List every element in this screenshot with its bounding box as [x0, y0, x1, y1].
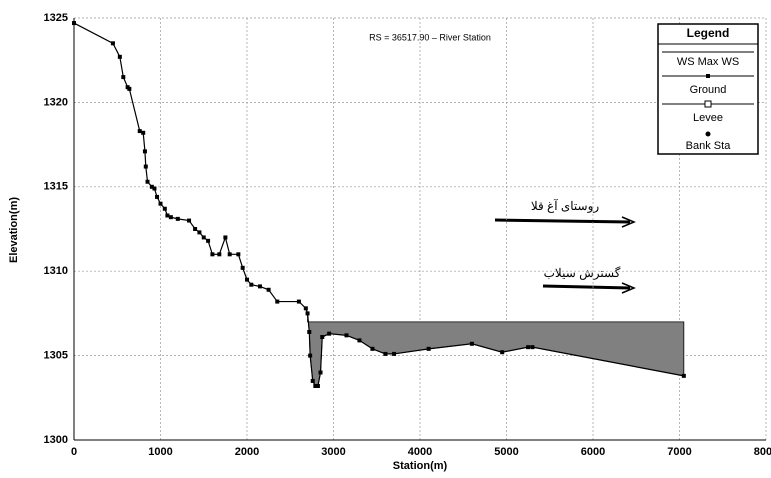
callout-arrow	[494, 218, 631, 224]
ground-point	[469, 341, 474, 346]
ground-point	[142, 149, 147, 154]
ground-point	[227, 252, 232, 257]
x-tick-label: 7000	[667, 446, 691, 458]
ground-point	[165, 213, 170, 218]
ground-point	[383, 351, 388, 356]
ground-point	[187, 218, 192, 223]
ground-point	[110, 41, 115, 46]
ground-point	[217, 252, 222, 257]
ground-point	[257, 284, 262, 289]
annotation: RS = 36517.90 – River Station	[369, 32, 491, 42]
ground-point	[500, 350, 505, 355]
ground-point	[236, 252, 241, 257]
ground-point	[307, 329, 312, 334]
ground-point	[155, 194, 160, 199]
ground-point	[121, 75, 126, 80]
ground-point	[392, 351, 397, 356]
ground-point	[145, 179, 150, 184]
legend-marker	[704, 100, 712, 108]
ground-point	[143, 164, 148, 169]
x-tick-label: 6000	[581, 446, 605, 458]
ground-point	[117, 54, 122, 59]
x-tick-label: 2000	[235, 446, 259, 458]
callout: گسترش سیلاب	[544, 266, 621, 280]
legend-label: WS Max WS	[677, 56, 739, 68]
legend-marker	[705, 131, 711, 137]
y-tick-label: 1310	[44, 265, 68, 277]
ground-point	[162, 206, 167, 211]
ground-point	[681, 373, 686, 378]
y-tick-label: 1320	[44, 96, 68, 108]
ground-point	[240, 265, 245, 270]
ground-point	[318, 370, 323, 375]
legend-label: Ground	[690, 84, 727, 96]
ground-point	[296, 299, 301, 304]
ground-point	[175, 216, 180, 221]
x-axis-label: Station(m)	[393, 460, 448, 472]
callout-arrowhead	[621, 216, 636, 228]
ground-point	[303, 306, 308, 311]
ground-point	[127, 86, 132, 91]
ground-point	[357, 338, 362, 343]
legend-label: Levee	[693, 112, 723, 124]
x-tick-label: 4000	[408, 446, 432, 458]
ground-point	[152, 186, 157, 191]
ground-point	[206, 238, 211, 243]
ground-point	[370, 346, 375, 351]
ground-point	[210, 252, 215, 257]
legend-label: Bank Sta	[686, 140, 732, 152]
ground-point	[249, 282, 254, 287]
ground-point	[310, 378, 315, 383]
ground-point	[426, 346, 431, 351]
y-tick-label: 1315	[44, 181, 68, 193]
x-tick-label: 1000	[148, 446, 172, 458]
ground-point	[201, 235, 206, 240]
ground-point	[137, 129, 142, 134]
ground-point	[193, 227, 198, 231]
ground-point	[320, 335, 325, 340]
legend-title: Legend	[687, 26, 730, 40]
x-tick-label: 8000	[754, 446, 771, 458]
ground-point	[315, 383, 320, 388]
ground-point	[313, 383, 318, 388]
ground-point	[308, 353, 313, 358]
ground-point	[530, 345, 535, 350]
ground-point	[344, 333, 349, 338]
ground-point	[197, 230, 202, 235]
ground-point	[245, 277, 249, 282]
ground-point	[266, 287, 271, 292]
ground-point	[72, 21, 76, 26]
callout-arrow	[542, 284, 631, 290]
x-tick-label: 3000	[321, 446, 345, 458]
ground-point	[158, 201, 163, 206]
y-tick-label: 1305	[44, 350, 68, 362]
ground-point	[526, 345, 531, 350]
y-axis-label: Elevation(m)	[8, 197, 20, 263]
ground-point	[141, 130, 146, 135]
y-tick-label: 1325	[44, 12, 68, 24]
x-tick-label: 5000	[494, 446, 518, 458]
ground-point	[275, 299, 280, 304]
legend-marker	[706, 74, 710, 78]
ground-point	[305, 311, 310, 316]
y-tick-label: 1300	[44, 434, 68, 446]
callout-arrowhead	[621, 282, 636, 294]
x-tick-label: 0	[71, 446, 77, 458]
ground-point	[149, 184, 154, 189]
ground-point	[327, 331, 332, 336]
ground-point	[223, 235, 228, 240]
ground-point	[168, 215, 173, 220]
callout: روستای آغ قلا	[531, 198, 600, 213]
